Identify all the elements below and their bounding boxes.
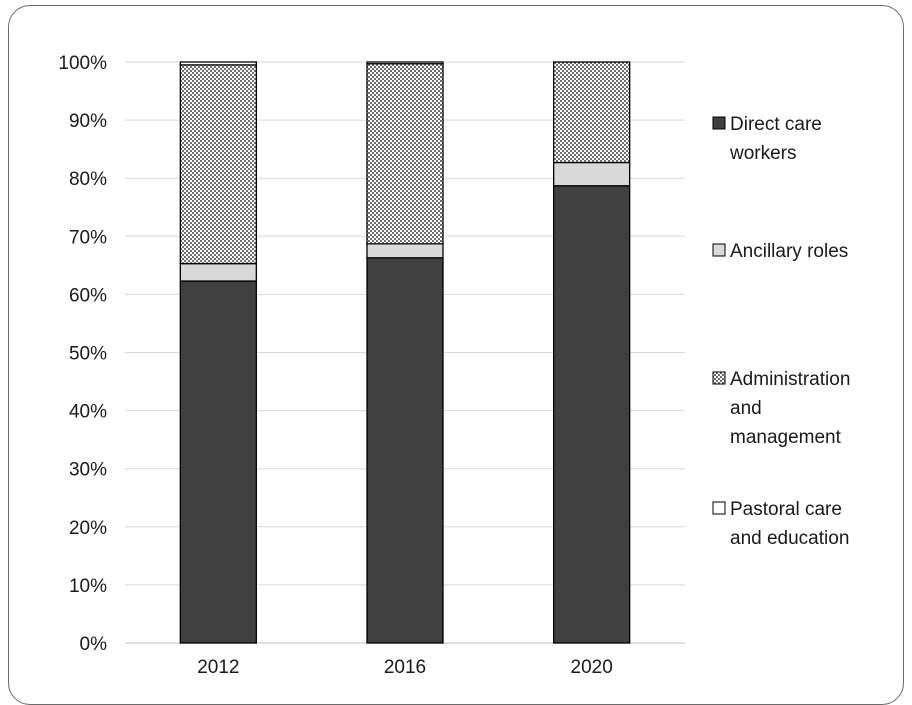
chart-frame [8,5,904,705]
bar-pastoral-care-and-education-2016 [366,61,444,65]
legend-label: Administration [730,369,850,390]
y-tick-label: 60% [69,285,107,306]
stacked-bar-chart: 0%10%20%30%40%50%60%70%80%90%100% 2012 20… [58,53,850,678]
bar-administration-and-management-2016 [366,63,444,245]
y-tick-label: 80% [69,169,107,190]
bar-pastoral-care-and-education-2012 [179,61,257,66]
x-tick-label: 2020 [571,657,613,678]
y-tick-label: 0% [80,634,108,655]
legend-item-ancillary-roles: Ancillary roles [712,241,848,262]
legend-label: and [730,398,762,419]
y-tick-label: 70% [69,227,107,248]
bars [179,61,631,644]
bar-ancillary-roles-2012 [179,262,257,282]
legend-item-pastoral-care-and-education: Pastoral care and education [712,499,849,549]
y-axis: 0% 10% 20% 30% 40% 50% 60% 70% 80% 90% 100% [58,53,107,655]
legend-swatch [712,501,726,515]
legend-swatch [712,371,726,385]
legend-label: Pastoral care [730,499,842,520]
legend-swatch [712,243,726,257]
y-tick-label: 30% [69,460,107,481]
x-axis: 2012 2016 2020 [197,657,613,678]
legend-label: workers [729,143,797,164]
bar-direct-care-workers-2012 [179,280,257,644]
y-tick-label: 10% [69,576,107,597]
y-tick-label: 90% [69,111,107,132]
bar-ancillary-roles-2020 [553,161,631,187]
bar-administration-and-management-2020 [553,61,631,164]
legend-label: management [730,427,842,448]
legend-label: and education [730,528,849,549]
x-tick-label: 2012 [197,657,239,678]
legend-swatch [712,116,726,130]
bar-ancillary-roles-2016 [366,243,444,259]
legend-label: Direct care [730,114,822,135]
legend-item-administration-and-management: Administration and management [712,369,850,448]
legend-label: Ancillary roles [730,241,848,262]
bar-direct-care-workers-2020 [553,185,631,644]
x-tick-label: 2016 [384,657,426,678]
bar-administration-and-management-2012 [179,64,257,265]
legend: Direct care workers Ancillary roles Adminis… [712,114,850,549]
bar-direct-care-workers-2016 [366,257,444,644]
y-tick-label: 40% [69,402,107,423]
legend-item-direct-care-workers: Direct care workers [712,114,822,164]
y-tick-label: 100% [58,53,107,74]
y-tick-label: 20% [69,518,107,539]
y-tick-label: 50% [69,344,107,365]
